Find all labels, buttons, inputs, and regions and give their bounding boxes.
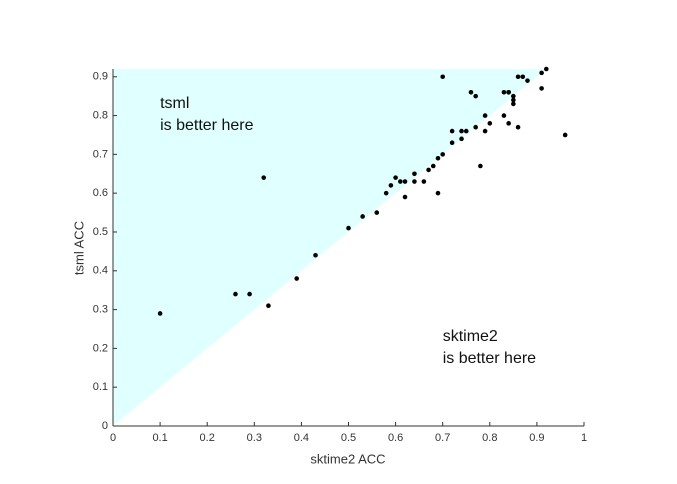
point xyxy=(501,89,507,95)
y-tick-label: 0 xyxy=(102,420,108,432)
point xyxy=(402,194,408,200)
point xyxy=(383,190,389,196)
point xyxy=(421,179,427,184)
x-tick-label: 0.4 xyxy=(294,432,309,444)
point xyxy=(463,128,469,134)
x-tick-label: 0.6 xyxy=(388,432,403,444)
x-tick-label: 0.8 xyxy=(482,432,497,444)
x-tick-label: 0.3 xyxy=(247,432,262,444)
point xyxy=(412,171,417,177)
point xyxy=(247,291,252,297)
point xyxy=(511,93,516,99)
point xyxy=(294,276,299,281)
x-tick-label: 1 xyxy=(581,432,587,444)
point xyxy=(435,155,441,161)
x-tick-label: 0.1 xyxy=(152,432,167,444)
point xyxy=(544,66,549,72)
point xyxy=(360,214,365,219)
point xyxy=(346,225,351,231)
x-axis-label: sktime2 ACC xyxy=(310,451,385,466)
x-tick-label: 0.9 xyxy=(529,432,544,444)
point xyxy=(426,167,431,173)
y-axis-label: tsml ACC xyxy=(71,221,86,275)
point xyxy=(562,132,568,138)
point xyxy=(402,179,408,184)
y-tick-label: 0.3 xyxy=(93,303,108,315)
x-tick-label: 0.7 xyxy=(435,432,450,444)
point xyxy=(157,311,163,316)
y-tick-label: 0.8 xyxy=(93,109,108,121)
annotation-line: tsml xyxy=(160,95,189,112)
point xyxy=(266,303,271,309)
point xyxy=(398,179,403,184)
point xyxy=(525,78,530,83)
point xyxy=(440,74,446,80)
point xyxy=(482,128,488,134)
point xyxy=(501,113,507,118)
annotation: sktime2 is better here xyxy=(443,328,536,367)
point xyxy=(520,74,526,80)
point xyxy=(459,128,464,134)
point xyxy=(515,124,521,130)
point xyxy=(482,113,488,118)
point xyxy=(506,89,511,95)
point xyxy=(388,183,394,188)
point xyxy=(440,152,446,157)
annotation-line: is better here xyxy=(160,117,253,134)
point xyxy=(393,175,398,180)
point xyxy=(261,175,267,180)
point xyxy=(412,179,417,184)
point xyxy=(449,128,455,134)
annotation-line: is better here xyxy=(443,350,536,367)
point xyxy=(478,163,483,169)
x-tick-label: 0 xyxy=(110,432,116,444)
point xyxy=(515,74,521,80)
point xyxy=(473,93,478,99)
point xyxy=(473,124,478,130)
point xyxy=(487,121,493,126)
x-tick-label: 0.5 xyxy=(341,432,356,444)
y-tick-label: 0.5 xyxy=(93,226,108,238)
point xyxy=(539,86,544,91)
point xyxy=(511,97,516,103)
point xyxy=(313,252,318,258)
point xyxy=(374,210,380,215)
y-tick-label: 0.4 xyxy=(93,265,108,277)
y-tick-label: 0.6 xyxy=(93,187,108,199)
x-tick-label: 0.2 xyxy=(200,432,215,444)
point xyxy=(468,89,474,95)
point xyxy=(506,121,511,126)
y-tick-label: 0.1 xyxy=(93,381,108,393)
point xyxy=(511,101,516,107)
y-tick-label: 0.7 xyxy=(93,148,108,160)
point xyxy=(449,140,455,146)
y-tick-label: 0.9 xyxy=(93,71,108,83)
annotation-line: sktime2 xyxy=(443,328,498,345)
point xyxy=(459,136,464,142)
point xyxy=(539,70,544,76)
annotation: tsml is better here xyxy=(160,95,253,134)
point xyxy=(435,190,441,196)
point xyxy=(430,163,436,169)
point xyxy=(233,291,238,297)
y-tick-label: 0.2 xyxy=(93,342,108,354)
